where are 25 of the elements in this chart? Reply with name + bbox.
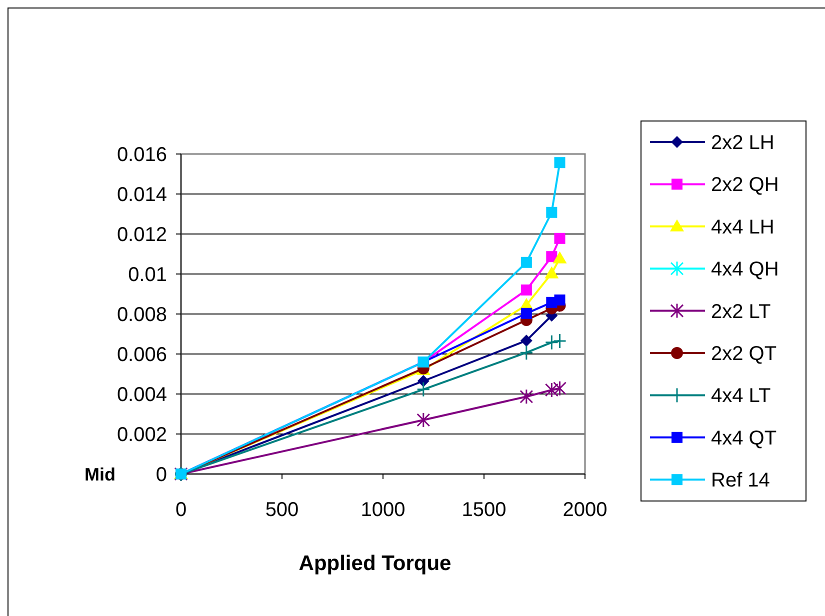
legend-label: 4x4 LT [711,385,771,408]
y-axis-title: Mid [84,464,116,484]
y-tick-label: 0.004 [116,384,167,406]
y-tick-label: 0.008 [116,304,167,326]
legend-label: Ref 14 [711,470,770,492]
y-tick-label: 0.002 [116,424,167,446]
y-tick-label: 0.006 [116,344,167,366]
legend-label: 2x2 QT [711,343,777,365]
y-tick-label: 0.012 [116,224,167,246]
legend-label: 4x4 QT [711,427,777,450]
x-tick-label: 1000 [360,499,406,521]
x-tick-label: 0 [175,499,187,521]
x-tick-label: 2000 [562,499,608,521]
legend-label: 2x2 LT [711,300,771,323]
y-tick-label: 0.016 [116,144,167,166]
x-tick-label: 1500 [462,499,506,521]
legend-label: 2x2 LH [711,132,774,154]
y-tick-label: 0.014 [116,184,167,206]
y-tick-label: 0 [156,464,167,486]
legend-label: 4x4 LH [711,216,774,238]
y-tick-label: 0.01 [128,264,167,286]
legend-label: 4x4 QH [711,258,779,281]
x-tick-label: 500 [265,499,299,521]
x-axis-title: Applied Torque [298,552,452,575]
legend-label: 2x2 QH [711,174,779,196]
